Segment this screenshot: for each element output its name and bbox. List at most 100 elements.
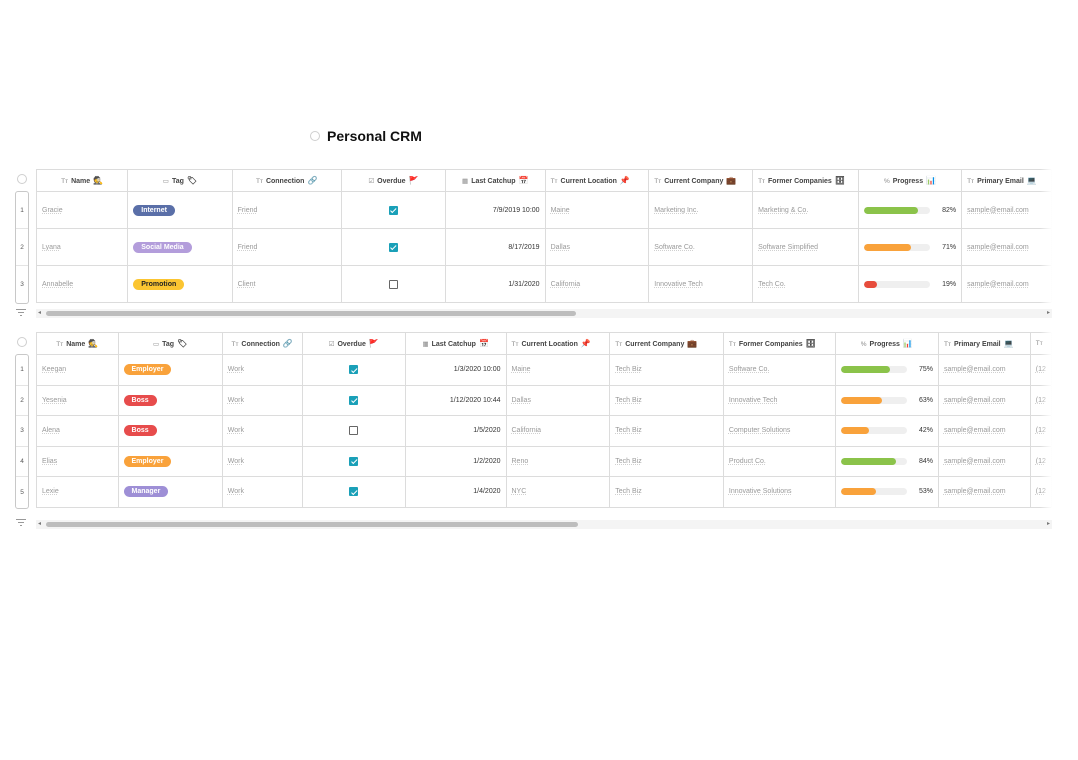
former-companies-cell[interactable]: Innovative Solutions: [722, 476, 836, 508]
former-companies-cell[interactable]: Marketing & Co.: [752, 191, 859, 229]
location-cell[interactable]: California: [544, 265, 650, 303]
progress-cell[interactable]: 19%: [857, 265, 963, 303]
connection-cell[interactable]: Work: [221, 415, 303, 447]
email-cell[interactable]: sample@email.com: [937, 384, 1031, 416]
former-companies-cell[interactable]: Computer Solutions: [722, 415, 836, 447]
row-number[interactable]: 2: [16, 229, 28, 266]
connection-cell[interactable]: Client: [231, 265, 342, 303]
column-header-former-companies[interactable]: Tт Former Companies 🗄: [752, 169, 859, 192]
column-header-last-catchup[interactable]: ▦ Last Catchup 📅: [445, 169, 546, 192]
column-header-progress[interactable]: % Progress 📊: [834, 332, 939, 355]
overdue-cell[interactable]: [340, 265, 447, 303]
column-header-current-location[interactable]: Tт Current Location 📌: [544, 169, 650, 192]
phone-cell[interactable]: (12: [1029, 445, 1052, 477]
row-number[interactable]: 1: [16, 355, 28, 386]
overdue-checkbox[interactable]: [349, 395, 359, 405]
last-catchup-cell[interactable]: 8/17/2019: [445, 228, 546, 266]
progress-cell[interactable]: 84%: [834, 445, 939, 477]
name-cell[interactable]: Gracie: [36, 191, 129, 229]
overdue-checkbox[interactable]: [388, 205, 398, 215]
overdue-checkbox[interactable]: [388, 242, 398, 252]
column-header-overdue[interactable]: ☑ Overdue 🚩: [301, 332, 406, 355]
company-cell[interactable]: Tech Biz: [609, 415, 724, 447]
column-header-next[interactable]: Tт: [1029, 332, 1052, 355]
tag-cell[interactable]: Social Media: [127, 228, 233, 266]
overdue-checkbox[interactable]: [388, 279, 398, 289]
connection-cell[interactable]: Work: [221, 445, 303, 477]
company-cell[interactable]: Software Co.: [648, 228, 754, 266]
column-header-current-company[interactable]: Tт Current Company 💼: [609, 332, 724, 355]
location-cell[interactable]: California: [505, 415, 611, 447]
overdue-cell[interactable]: [301, 354, 406, 386]
tag-cell[interactable]: Manager: [117, 476, 223, 508]
overdue-cell[interactable]: [301, 476, 406, 508]
column-header-primary-email[interactable]: Tт Primary Email 💻: [937, 332, 1031, 355]
email-cell[interactable]: sample@email.com: [961, 265, 1052, 303]
scroll-left-arrow-icon[interactable]: ◂: [38, 310, 42, 316]
location-cell[interactable]: NYC: [505, 476, 611, 508]
company-cell[interactable]: Tech Biz: [609, 476, 724, 508]
last-catchup-cell[interactable]: 1/2/2020: [404, 445, 507, 477]
column-header-connection[interactable]: Tт Connection 🔗: [221, 332, 303, 355]
connection-cell[interactable]: Friend: [231, 191, 342, 229]
former-companies-cell[interactable]: Innovative Tech: [722, 384, 836, 416]
name-cell[interactable]: Lexie: [36, 476, 119, 508]
overdue-cell[interactable]: [301, 384, 406, 416]
row-number[interactable]: 3: [16, 416, 28, 447]
overdue-checkbox[interactable]: [349, 487, 359, 497]
phone-cell[interactable]: (12: [1029, 415, 1052, 447]
name-cell[interactable]: Alena: [36, 415, 119, 447]
progress-cell[interactable]: 63%: [834, 384, 939, 416]
name-cell[interactable]: Lyana: [36, 228, 129, 266]
email-cell[interactable]: sample@email.com: [937, 476, 1031, 508]
tag-cell[interactable]: Internet: [127, 191, 233, 229]
email-cell[interactable]: sample@email.com: [961, 228, 1052, 266]
last-catchup-cell[interactable]: 7/9/2019 10:00: [445, 191, 546, 229]
progress-cell[interactable]: 53%: [834, 476, 939, 508]
progress-cell[interactable]: 82%: [857, 191, 963, 229]
scroll-right-arrow-icon[interactable]: ▸: [1046, 521, 1050, 527]
connection-cell[interactable]: Work: [221, 384, 303, 416]
phone-cell[interactable]: (12: [1029, 354, 1052, 386]
row-number[interactable]: 5: [20, 488, 24, 496]
filter-icon[interactable]: [16, 519, 26, 528]
tag-cell[interactable]: Boss: [117, 415, 223, 447]
scrollbar-thumb[interactable]: [46, 522, 578, 527]
phone-cell[interactable]: (12: [1029, 476, 1052, 508]
tag-cell[interactable]: Employer: [117, 354, 223, 386]
location-cell[interactable]: Reno: [505, 445, 611, 477]
horizontal-scrollbar[interactable]: ◂ ▸: [36, 309, 1052, 318]
row-number[interactable]: 2: [16, 386, 28, 416]
horizontal-scrollbar[interactable]: ◂ ▸: [36, 520, 1052, 529]
scroll-right-arrow-icon[interactable]: ▸: [1046, 310, 1050, 316]
name-cell[interactable]: Annabelle: [36, 265, 129, 303]
progress-cell[interactable]: 71%: [857, 228, 963, 266]
select-all-toggle[interactable]: [17, 337, 27, 347]
last-catchup-cell[interactable]: 1/3/2020 10:00: [404, 354, 507, 386]
name-cell[interactable]: Yesenia: [36, 384, 119, 416]
company-cell[interactable]: Tech Biz: [609, 354, 724, 386]
phone-cell[interactable]: (12: [1029, 384, 1052, 416]
former-companies-cell[interactable]: Software Simplified: [752, 228, 859, 266]
tag-cell[interactable]: Employer: [117, 445, 223, 477]
email-cell[interactable]: sample@email.com: [937, 445, 1031, 477]
company-cell[interactable]: Tech Biz: [609, 384, 724, 416]
email-cell[interactable]: sample@email.com: [937, 354, 1031, 386]
row-number[interactable]: 1: [16, 192, 28, 229]
location-cell[interactable]: Dallas: [505, 384, 611, 416]
tag-cell[interactable]: Promotion: [127, 265, 233, 303]
company-cell[interactable]: Marketing Inc.: [648, 191, 754, 229]
location-cell[interactable]: Dallas: [544, 228, 650, 266]
name-cell[interactable]: Elias: [36, 445, 119, 477]
column-header-last-catchup[interactable]: ▦ Last Catchup 📅: [404, 332, 507, 355]
column-header-tag[interactable]: ▭ Tag 🏷: [127, 169, 233, 192]
last-catchup-cell[interactable]: 1/4/2020: [404, 476, 507, 508]
location-cell[interactable]: Maine: [505, 354, 611, 386]
last-catchup-cell[interactable]: 1/12/2020 10:44: [404, 384, 507, 416]
scrollbar-thumb[interactable]: [46, 311, 576, 316]
column-header-name[interactable]: Tт Name 🕵: [36, 169, 129, 192]
overdue-cell[interactable]: [301, 415, 406, 447]
column-header-overdue[interactable]: ☑ Overdue 🚩: [340, 169, 447, 192]
column-header-connection[interactable]: Tт Connection 🔗: [231, 169, 342, 192]
overdue-cell[interactable]: [340, 228, 447, 266]
